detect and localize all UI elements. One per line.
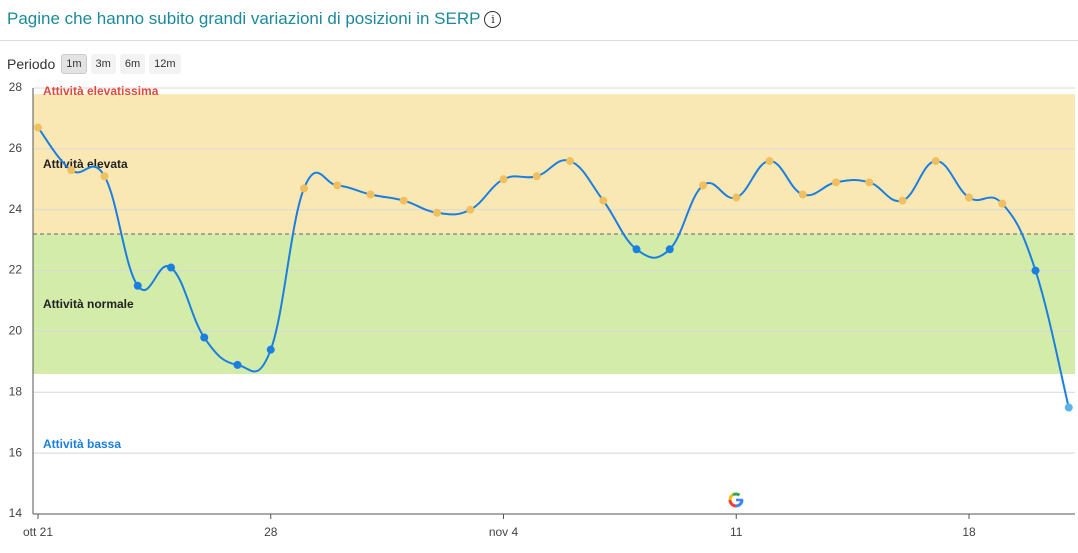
y-tick-label: 14 (9, 506, 23, 520)
point (266, 345, 275, 354)
period-button[interactable]: 1m (61, 54, 87, 74)
point (399, 196, 408, 205)
point (732, 193, 741, 202)
period-button[interactable]: 6m (119, 54, 146, 74)
point (300, 184, 308, 193)
band (33, 234, 1075, 375)
period-button[interactable]: 12m (149, 54, 181, 74)
point (998, 199, 1007, 208)
point (665, 245, 674, 254)
point (798, 190, 807, 199)
point (566, 157, 574, 166)
y-tick-label: 28 (9, 80, 23, 94)
y-tick-label: 18 (9, 384, 23, 398)
point (699, 181, 707, 190)
y-tick-label: 24 (9, 202, 23, 216)
point (167, 263, 175, 272)
point (100, 172, 109, 181)
point (466, 205, 475, 214)
point (34, 123, 42, 132)
point (499, 175, 508, 184)
info-icon[interactable]: i (484, 11, 502, 28)
period-buttons: 1m 3m 6m 12m (61, 54, 181, 74)
x-tick-label: nov 4 (489, 525, 519, 539)
point (599, 196, 608, 205)
google-update-icon[interactable] (728, 492, 744, 508)
period-selector: Periodo 1m 3m 6m 12m (7, 54, 181, 74)
point (366, 190, 375, 199)
point (765, 157, 774, 166)
point (1031, 266, 1040, 275)
x-tick-label: ott 21 (23, 525, 53, 539)
point (233, 360, 242, 369)
y-tick-label: 26 (9, 141, 23, 155)
point (898, 196, 907, 205)
point (67, 166, 76, 175)
band (33, 374, 1075, 514)
title-bar: Pagine che hanno subito grandi variazion… (7, 9, 502, 29)
y-tick-label: 20 (9, 324, 23, 338)
point (133, 281, 142, 290)
band-label: Attività normale (43, 297, 134, 311)
y-tick-label: 16 (9, 445, 23, 459)
x-tick-label: 18 (962, 525, 976, 539)
title: Pagine che hanno subito grandi variazion… (7, 9, 481, 28)
y-tick-label: 22 (9, 263, 23, 277)
period-label: Periodo (7, 56, 56, 72)
point (632, 245, 641, 254)
band-label: Attività elevata (43, 157, 128, 171)
x-tick-label: 28 (264, 525, 278, 539)
point (1064, 403, 1073, 412)
point (333, 181, 342, 190)
point (200, 333, 209, 342)
band-label: Attività elevatissima (43, 84, 159, 98)
period-button[interactable]: 3m (90, 54, 116, 74)
separator (0, 40, 1078, 41)
point (433, 208, 441, 217)
band-label: Attività bassa (43, 437, 121, 451)
point (965, 193, 973, 202)
band (33, 88, 1075, 95)
point (931, 157, 940, 166)
point (832, 178, 840, 187)
point (865, 178, 874, 187)
point (532, 172, 541, 181)
x-tick-label: 11 (730, 525, 743, 539)
